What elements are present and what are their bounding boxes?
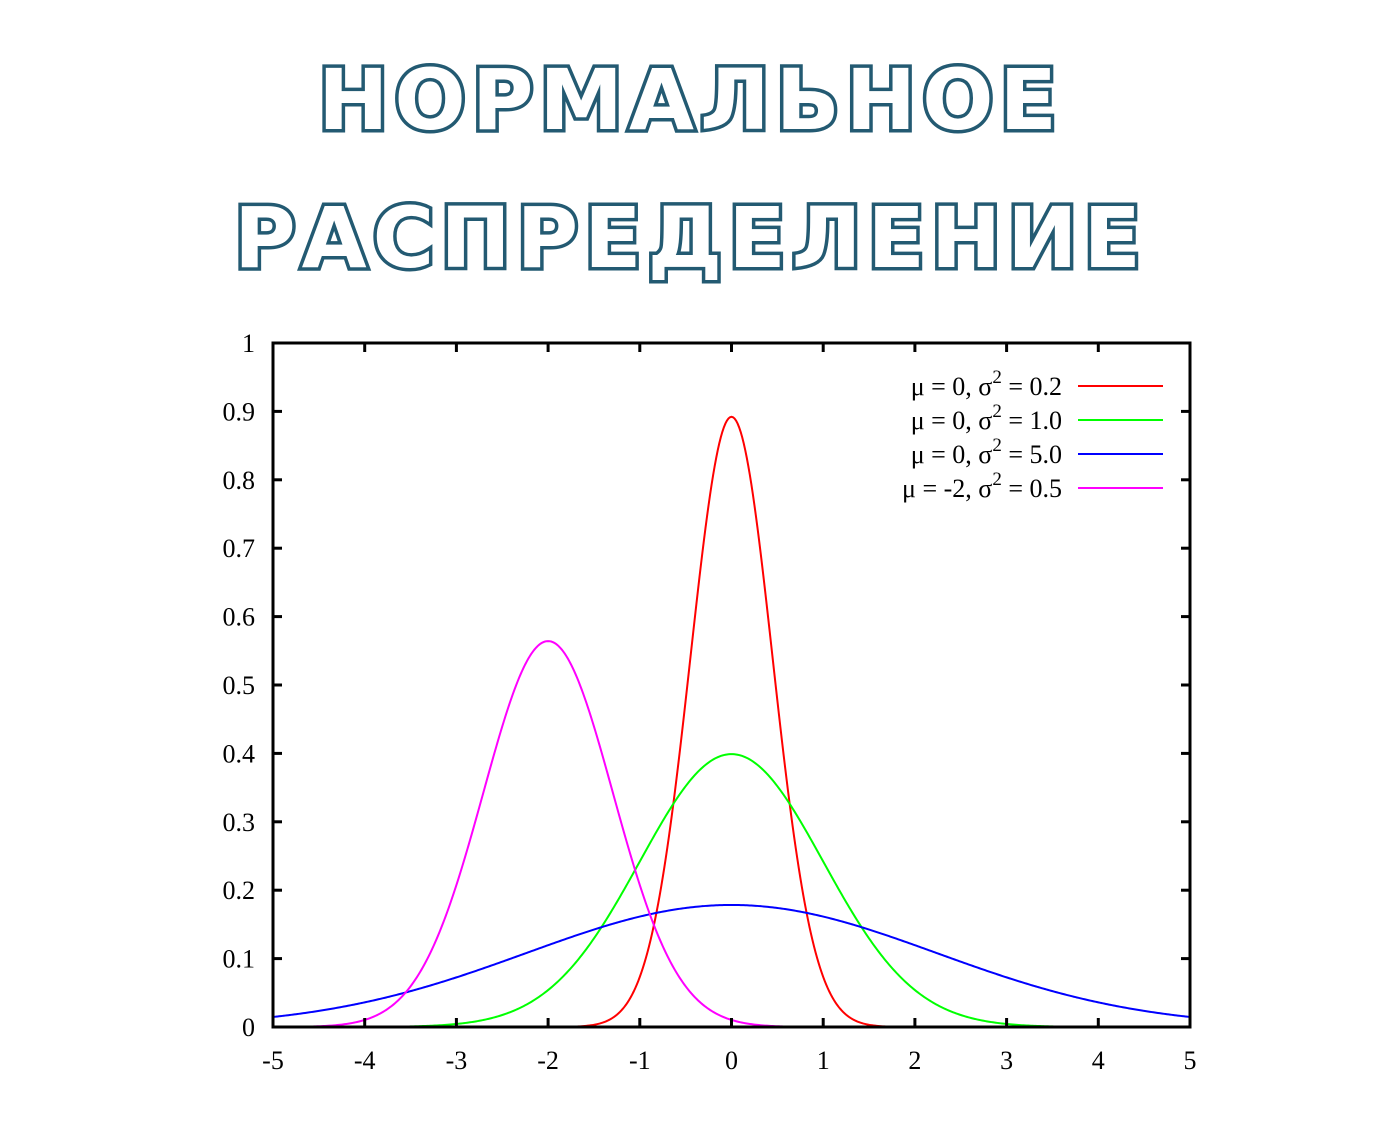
legend-label-2: μ = 0, σ2 = 1.0	[911, 401, 1062, 435]
y-tick-label: 0.3	[223, 808, 256, 837]
x-tick-label: -5	[262, 1046, 284, 1075]
x-tick-label: 3	[1000, 1046, 1013, 1075]
x-tick-label: -3	[446, 1046, 468, 1075]
series-line-1	[273, 415, 1190, 1028]
y-tick-label: 0.7	[223, 534, 256, 563]
x-tick-label: -1	[629, 1046, 651, 1075]
y-tick-label: 0.9	[223, 397, 256, 426]
y-tick-label: 0.6	[223, 603, 256, 632]
series-line-3	[272, 903, 1191, 1018]
x-tick-label: -4	[354, 1046, 376, 1075]
legend-label-4: μ = -2, σ2 = 0.5	[902, 469, 1062, 503]
y-tick-label: 0.8	[223, 466, 256, 495]
x-tick-label: 0	[725, 1046, 738, 1075]
y-tick-label: 0.4	[223, 739, 256, 768]
legend-label-1: μ = 0, σ2 = 0.2	[911, 367, 1062, 401]
page-title-line-2: РАСПРЕДЕЛЕНИЕ	[231, 189, 1147, 287]
y-tick-label: 0	[242, 1013, 255, 1042]
x-tick-label: 2	[908, 1046, 921, 1075]
series-line-4	[273, 640, 1190, 1028]
y-tick-label: 0.1	[223, 945, 256, 974]
y-tick-label: 0.2	[223, 876, 256, 905]
legend-label-3: μ = 0, σ2 = 5.0	[911, 435, 1062, 469]
y-tick-label: 0.5	[223, 671, 256, 700]
x-tick-label: 4	[1092, 1046, 1105, 1075]
x-tick-label: 5	[1184, 1046, 1197, 1075]
page-title-line-1: НОРМАЛЬНОЕ	[315, 51, 1063, 149]
y-tick-label: 1	[242, 329, 255, 358]
x-tick-label: 1	[817, 1046, 830, 1075]
x-tick-label: -2	[537, 1046, 559, 1075]
